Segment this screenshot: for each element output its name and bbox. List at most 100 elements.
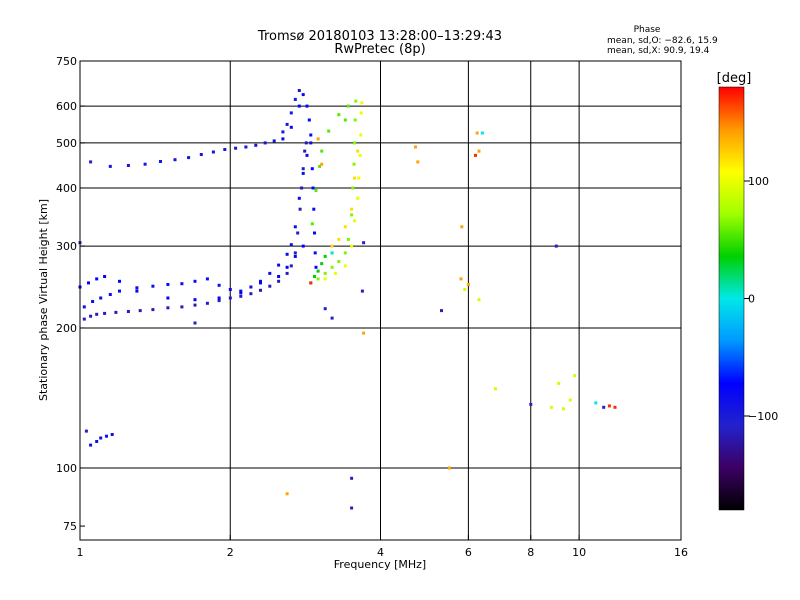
data-point	[359, 111, 363, 115]
data-point	[173, 158, 177, 162]
data-point	[234, 146, 238, 150]
data-point	[310, 222, 314, 226]
data-point	[126, 310, 130, 313]
data-point	[118, 289, 121, 293]
data-point	[272, 139, 276, 143]
data-point	[320, 262, 324, 266]
data-point	[448, 466, 451, 470]
data-point	[463, 288, 467, 291]
data-point	[316, 137, 320, 141]
data-point	[356, 149, 360, 153]
data-point	[95, 312, 99, 316]
data-point	[268, 271, 272, 275]
data-point	[254, 143, 258, 147]
data-point	[477, 298, 481, 302]
data-point	[89, 443, 93, 447]
data-point	[353, 176, 357, 180]
data-point	[293, 97, 297, 101]
data-point	[313, 251, 317, 255]
data-point	[416, 160, 420, 164]
data-point	[217, 299, 221, 303]
data-point	[337, 260, 341, 263]
data-point	[602, 405, 606, 409]
y-tick-label: 600	[56, 100, 77, 113]
data-point	[99, 436, 103, 440]
data-point	[289, 111, 293, 115]
data-point	[313, 275, 316, 278]
data-point	[118, 279, 121, 283]
data-point	[151, 284, 155, 288]
data-point	[330, 265, 334, 269]
data-point	[573, 374, 577, 378]
data-point	[159, 160, 162, 163]
data-point	[343, 118, 347, 122]
data-point	[343, 225, 347, 229]
data-point	[337, 113, 341, 117]
data-point	[309, 133, 313, 137]
data-point	[180, 282, 184, 286]
data-point	[350, 244, 354, 248]
data-point	[217, 296, 221, 300]
data-point	[358, 153, 362, 157]
colorbar	[718, 86, 745, 511]
data-point	[103, 275, 107, 278]
data-point	[309, 281, 313, 285]
data-point	[87, 281, 90, 285]
data-point	[166, 296, 170, 300]
x-tick-label: 6	[465, 546, 472, 559]
data-point	[346, 104, 350, 108]
data-point	[277, 279, 281, 283]
data-point	[337, 237, 341, 241]
data-point	[316, 277, 320, 281]
data-point	[477, 149, 481, 153]
data-point	[475, 131, 479, 135]
data-point	[82, 317, 86, 321]
data-point	[193, 321, 197, 325]
data-point	[362, 331, 366, 335]
data-point	[323, 277, 327, 281]
x-tick-label: 10	[572, 546, 586, 559]
x-tick-label: 8	[527, 546, 534, 559]
data-point	[199, 153, 203, 156]
data-point	[350, 207, 354, 211]
chart-title: Tromsø 20180103 13:28:00–13:29:43	[257, 29, 502, 44]
data-point	[143, 162, 147, 166]
data-point	[228, 296, 232, 300]
data-point	[362, 241, 366, 245]
data-point	[211, 150, 215, 154]
data-point	[281, 130, 285, 134]
data-point	[151, 308, 155, 312]
data-point	[103, 311, 107, 315]
data-point	[259, 281, 262, 285]
data-point	[135, 289, 139, 293]
data-point	[334, 271, 337, 275]
data-point	[343, 264, 347, 268]
x-tick-label: 2	[227, 546, 234, 559]
data-point	[263, 141, 267, 145]
data-point	[320, 162, 324, 166]
y-axis-label: Stationary phase Virtual Height [km]	[37, 199, 50, 401]
data-point	[205, 277, 209, 281]
data-point	[193, 279, 197, 283]
data-point	[359, 133, 363, 137]
data-point	[350, 213, 354, 217]
data-point	[180, 305, 184, 309]
data-point	[310, 167, 314, 171]
data-point	[303, 149, 307, 153]
y-tick-label: 400	[56, 182, 77, 195]
data-point	[205, 301, 209, 305]
data-point	[343, 251, 347, 255]
data-point	[316, 269, 320, 273]
data-point	[289, 243, 293, 247]
data-point	[89, 160, 93, 164]
data-point	[594, 401, 598, 405]
data-point	[314, 265, 318, 269]
data-point	[89, 314, 93, 318]
data-point	[293, 225, 297, 229]
data-point	[114, 310, 118, 314]
data-point	[330, 251, 334, 255]
x-tick-label: 1	[77, 546, 84, 559]
data-point	[297, 104, 301, 108]
phase-stats-heading: Phase	[634, 25, 661, 35]
axis-ticks: 1 2 4 6 8 10 16 75 100 200 300 400 500 600 750	[56, 55, 688, 559]
